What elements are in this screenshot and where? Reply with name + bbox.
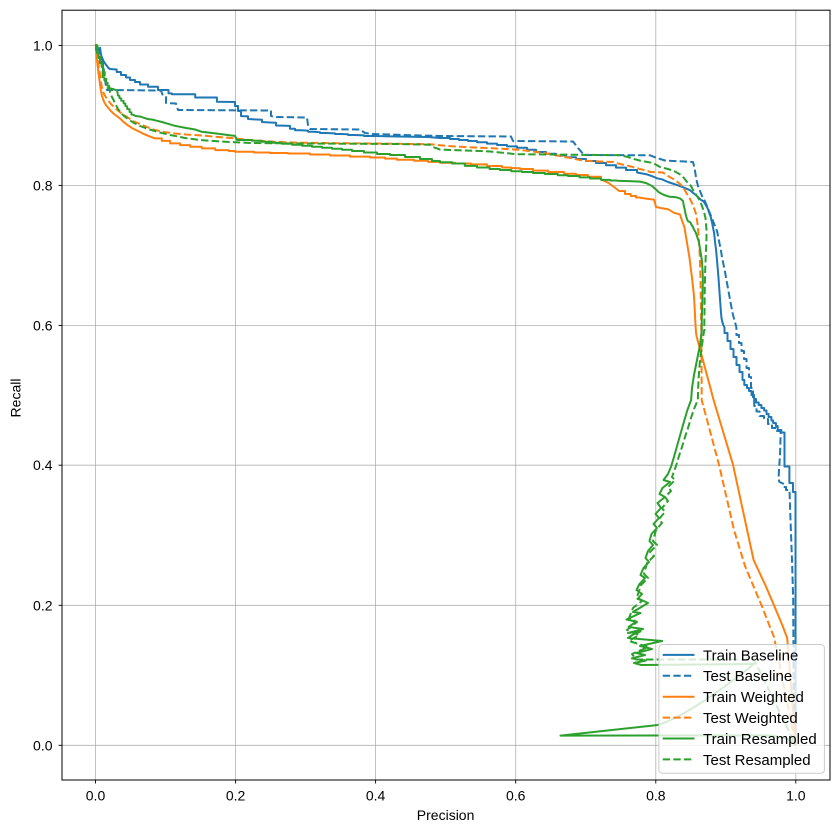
- svg-text:Train Baseline: Train Baseline: [703, 647, 798, 664]
- svg-text:0.0: 0.0: [33, 737, 53, 753]
- svg-text:Recall: Recall: [8, 379, 24, 418]
- svg-text:Precision: Precision: [417, 807, 475, 823]
- svg-text:1.0: 1.0: [33, 37, 53, 53]
- svg-text:Test Resampled: Test Resampled: [703, 752, 811, 769]
- svg-text:1.0: 1.0: [786, 788, 806, 804]
- svg-text:0.4: 0.4: [366, 788, 386, 804]
- svg-text:0.2: 0.2: [33, 597, 53, 613]
- svg-text:0.8: 0.8: [33, 177, 53, 193]
- svg-text:0.4: 0.4: [33, 457, 53, 473]
- svg-text:0.2: 0.2: [226, 788, 246, 804]
- svg-text:Test Baseline: Test Baseline: [703, 668, 792, 685]
- svg-text:0.8: 0.8: [646, 788, 666, 804]
- svg-text:Train Weighted: Train Weighted: [703, 689, 804, 706]
- svg-text:0.6: 0.6: [33, 317, 53, 333]
- svg-text:0.6: 0.6: [506, 788, 526, 804]
- svg-text:Test Weighted: Test Weighted: [703, 710, 798, 727]
- svg-text:Train Resampled: Train Resampled: [703, 731, 817, 748]
- svg-text:0.0: 0.0: [86, 788, 106, 804]
